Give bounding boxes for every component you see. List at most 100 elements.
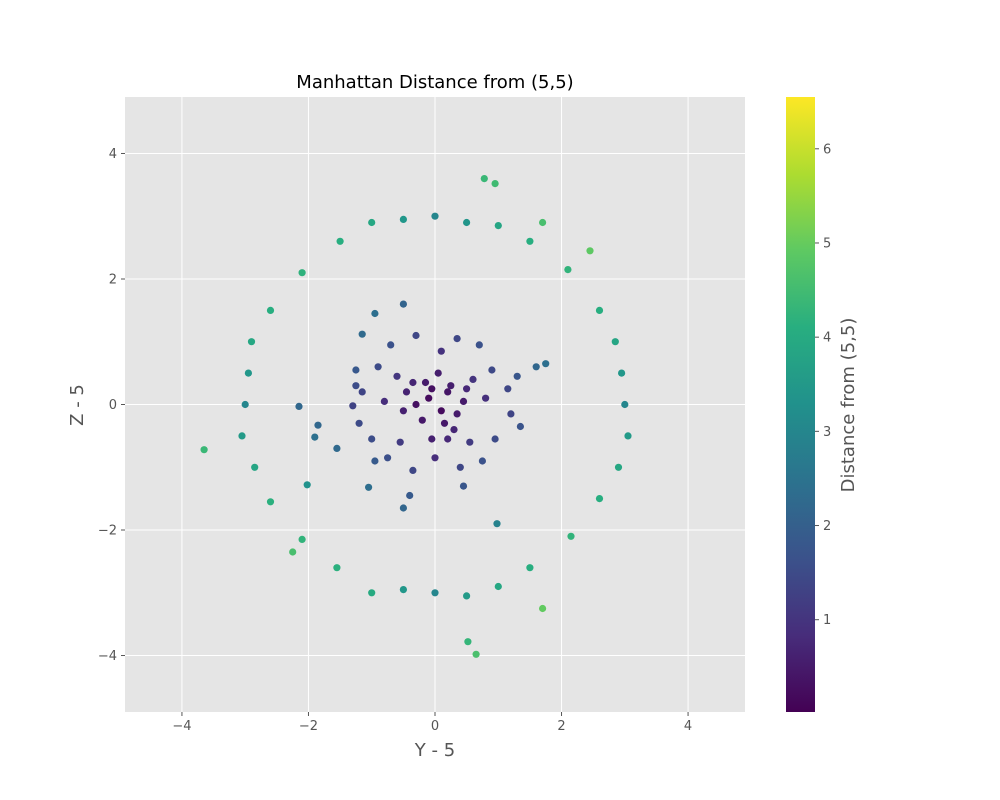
scatter-point [586,247,594,255]
y-tick-label: −2 [98,524,117,539]
grid [125,97,745,712]
scatter-point [595,306,604,314]
scatter-point [482,394,490,402]
scatter-point [409,378,417,387]
scatter-point [437,407,445,415]
scatter-point [311,433,319,441]
scatter-point [431,454,439,462]
scatter-point [494,222,502,230]
scatter-point [399,504,407,512]
scatter-point [450,426,458,434]
scatter-point [491,180,499,188]
scatter-point [539,218,547,227]
scatter-point [491,435,499,443]
scatter-point [371,457,379,465]
scatter-point [447,382,455,390]
scatter-point [513,372,521,380]
scatter-point [532,363,540,371]
scatter-point [355,419,363,427]
scatter-point [421,378,430,387]
scatter-point [472,650,480,658]
scatter-point [289,548,297,556]
scatter-point [464,638,472,646]
scatter-point [371,309,379,318]
scatter-point [365,483,373,491]
y-tick-label: 2 [109,272,117,287]
scatter-point [504,385,512,393]
scatter-point [453,335,461,343]
scatter-point [459,397,468,405]
scatter-point [393,372,401,380]
scatter-point [412,400,420,409]
scatter-point [614,463,623,471]
scatter-point [444,435,452,443]
scatter-point [396,438,404,446]
scatter-point [466,438,474,446]
y-tick-label: −4 [98,649,117,664]
scatter-point [368,435,376,443]
scatter-point [494,582,502,591]
scatter-point [459,482,468,490]
chart-title: Manhattan Distance from (5,5) [296,72,573,93]
colorbar-label: Distance from (5,5) [838,318,859,493]
y-ticks: −4 −2 0 2 4 [98,147,125,664]
scatter-point [247,338,256,346]
colorbar-tick-label: 6 [823,142,831,157]
scatter-point [595,495,604,503]
scatter-point [333,444,341,452]
scatter-point [480,175,488,183]
scatter-point [380,397,388,405]
scatter-point [314,421,322,429]
scatter-point [402,388,411,396]
scatter-point [526,237,534,245]
scatter-point [463,592,471,600]
scatter-point [444,388,452,396]
scatter-point [352,366,360,374]
scatter-point [368,218,376,227]
scatter-point [437,347,445,355]
scatter-point [244,369,252,377]
scatter-point [493,520,501,528]
scatter-point [453,410,461,418]
scatter-point [463,385,471,393]
scatter-point [409,466,417,474]
scatter-point [266,306,275,314]
scatter-point [352,382,360,390]
scatter-point [434,369,442,377]
scatter-point [298,269,306,277]
colorbar-tick-label: 5 [823,236,831,251]
scatter-point [295,402,303,410]
scatter-point [241,400,249,409]
scatter-point [456,463,464,471]
scatter-point [539,604,547,613]
scatter-point [349,402,357,410]
y-tick-label: 0 [109,398,117,413]
scatter-point [431,589,439,597]
scatter-point [368,589,376,597]
scatter-point [387,341,395,349]
x-axis-label: Y - 5 [414,740,455,761]
scatter-point [412,331,420,340]
scatter-point [266,498,275,506]
x-tick-label: −2 [299,719,318,734]
scatter-point [611,338,619,346]
scatter-point [469,375,477,383]
scatter-point [238,432,246,440]
colorbar-tick-label: 1 [823,613,831,628]
colorbar-tick-label: 4 [823,331,831,346]
scatter-point [542,360,550,368]
x-tick-label: 4 [684,719,692,734]
scatter-point [516,422,525,431]
scatter-point [384,454,392,462]
scatter-point [475,341,483,349]
scatter-point [406,491,414,500]
scatter-point [428,435,436,443]
scatter-point [374,363,382,371]
scatter-points [200,175,632,658]
scatter-point [463,218,471,227]
scatter-point [399,586,407,594]
colorbar-tick-label: 2 [823,519,831,534]
scatter-point [251,463,259,471]
scatter-point [624,432,632,440]
